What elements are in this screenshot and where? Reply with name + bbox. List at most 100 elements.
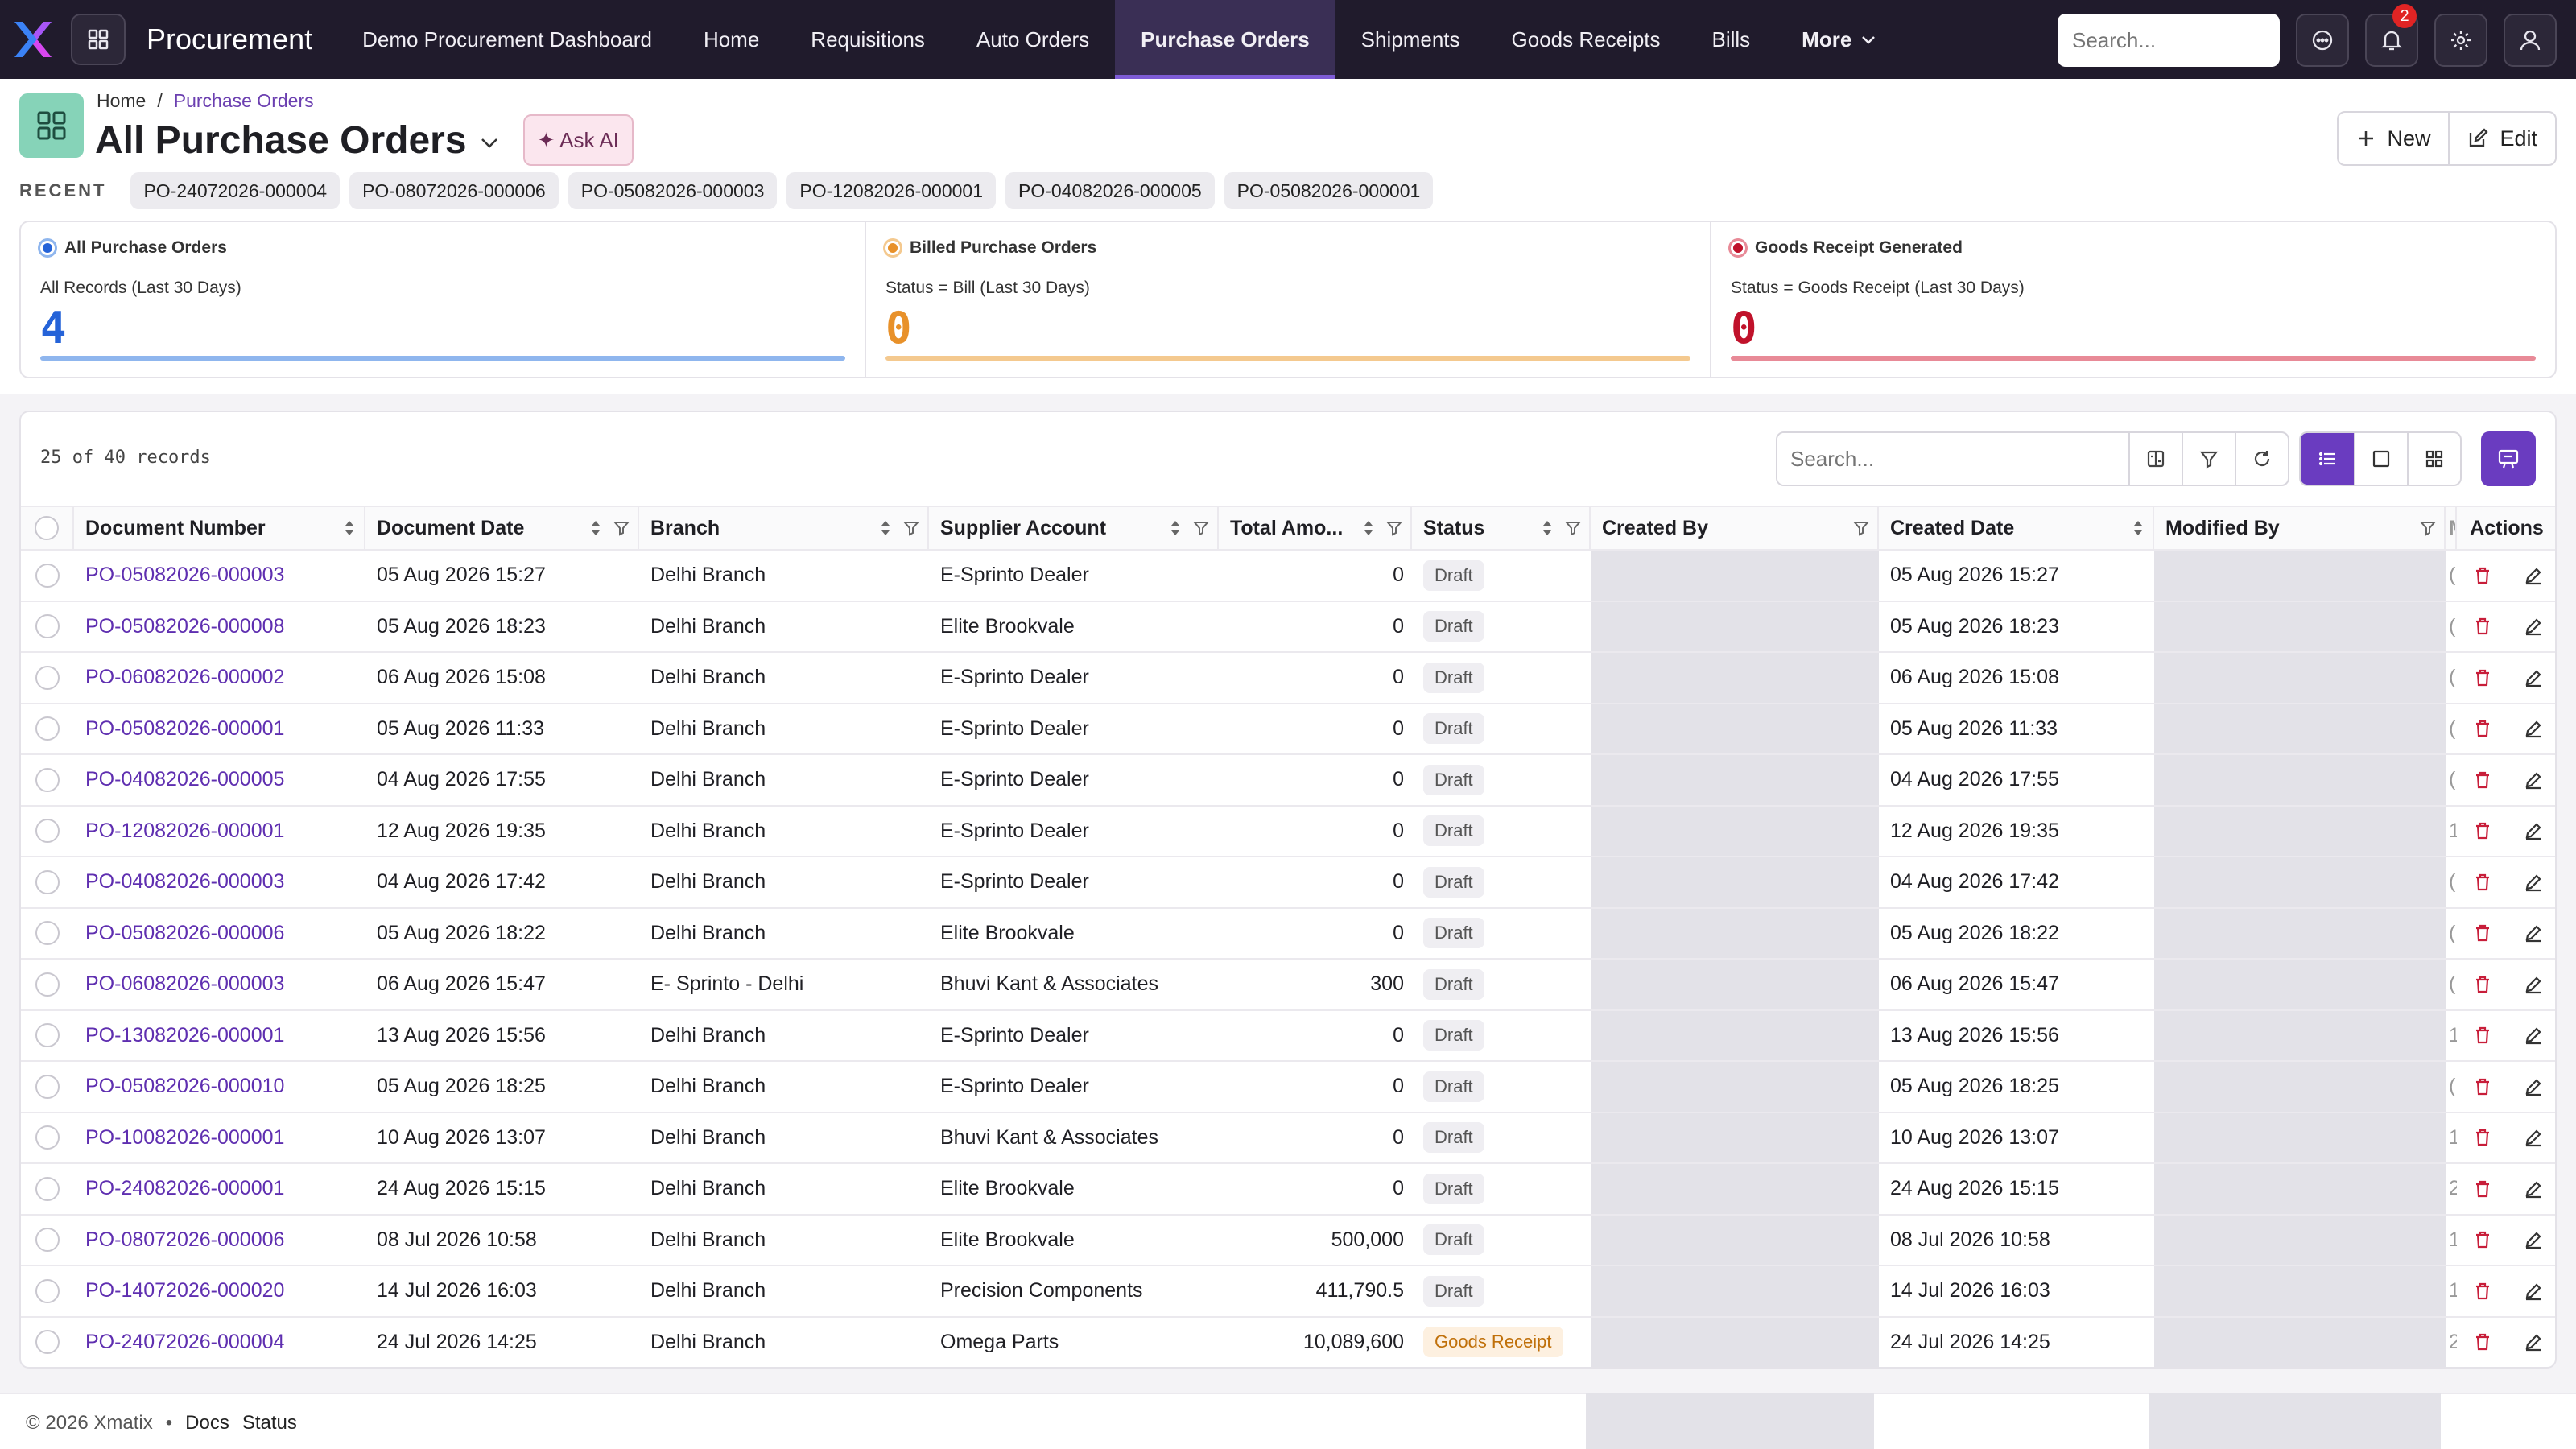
trash-icon[interactable] <box>2473 1332 2492 1352</box>
trash-icon[interactable] <box>2473 668 2492 687</box>
row-checkbox[interactable] <box>35 1176 60 1201</box>
pencil-icon[interactable] <box>2524 923 2543 943</box>
column-filter-icon[interactable] <box>613 520 630 536</box>
nav-item-home[interactable]: Home <box>703 27 760 52</box>
trash-icon[interactable] <box>2473 1077 2492 1096</box>
column-filter-icon[interactable] <box>903 520 919 536</box>
pencil-icon[interactable] <box>2524 1230 2543 1249</box>
sort-icon[interactable] <box>879 518 892 539</box>
document-number-link[interactable]: PO-10082026-000001 <box>85 1125 285 1149</box>
col-document-date-header[interactable]: Document Date <box>365 507 639 549</box>
trash-icon[interactable] <box>2473 566 2492 585</box>
document-number-link[interactable]: PO-04082026-000003 <box>85 870 285 894</box>
trash-icon[interactable] <box>2473 873 2492 892</box>
kpi-billed-purchase-orders[interactable]: Billed Purchase Orders Status = Bill (Las… <box>865 222 1710 377</box>
table-chat-button[interactable] <box>2481 431 2536 486</box>
col-m-header[interactable]: M <box>2446 507 2457 549</box>
sort-icon[interactable] <box>343 518 356 539</box>
col-total-amount-header[interactable]: Total Amo... <box>1219 507 1412 549</box>
document-number-link[interactable]: PO-06082026-000002 <box>85 666 285 689</box>
row-checkbox[interactable] <box>35 972 60 997</box>
col-branch-header[interactable]: Branch <box>639 507 929 549</box>
pencil-icon[interactable] <box>2524 719 2543 738</box>
row-checkbox[interactable] <box>35 1125 60 1150</box>
breadcrumb-current[interactable]: Purchase Orders <box>173 90 314 111</box>
user-menu-button[interactable] <box>2504 14 2557 67</box>
row-checkbox[interactable] <box>35 869 60 894</box>
ask-ai-button[interactable]: ✦ Ask AI <box>522 114 634 166</box>
pencil-icon[interactable] <box>2524 1282 2543 1301</box>
col-supplier-account-header[interactable]: Supplier Account <box>929 507 1219 549</box>
table-row[interactable]: PO-05082026-000006 05 Aug 2026 18:22 Delhi… <box>21 908 2555 960</box>
col-modified-by-header[interactable]: Modified By <box>2154 507 2446 549</box>
table-row[interactable]: PO-04082026-000003 04 Aug 2026 17:42 Delhi… <box>21 857 2555 909</box>
document-number-link[interactable]: PO-12082026-000001 <box>85 819 285 842</box>
card-view-button[interactable] <box>2354 433 2407 485</box>
row-checkbox[interactable] <box>35 716 60 741</box>
table-row[interactable]: PO-05082026-000008 05 Aug 2026 18:23 Delhi… <box>21 601 2555 653</box>
document-number-link[interactable]: PO-24082026-000001 <box>85 1177 285 1200</box>
recent-chip[interactable]: PO-12082026-000001 <box>786 172 997 209</box>
trash-icon[interactable] <box>2473 975 2492 994</box>
document-number-link[interactable]: PO-05082026-000003 <box>85 564 285 587</box>
filter-button[interactable] <box>2182 433 2235 485</box>
col-actions-header[interactable]: Actions <box>2457 507 2555 549</box>
pencil-icon[interactable] <box>2524 1179 2543 1199</box>
table-row[interactable]: PO-04082026-000005 04 Aug 2026 17:55 Delhi… <box>21 755 2555 807</box>
column-filter-icon[interactable] <box>2420 520 2436 536</box>
pencil-icon[interactable] <box>2524 770 2543 790</box>
list-view-button[interactable] <box>2301 433 2354 485</box>
select-all-checkbox[interactable] <box>35 516 59 540</box>
row-checkbox[interactable] <box>35 921 60 946</box>
trash-icon[interactable] <box>2473 821 2492 840</box>
nav-item-requisitions[interactable]: Requisitions <box>811 27 925 52</box>
recent-chip[interactable]: PO-05082026-000003 <box>568 172 778 209</box>
document-number-link[interactable]: PO-24072026-000004 <box>85 1330 285 1353</box>
row-checkbox[interactable] <box>35 1228 60 1253</box>
pencil-icon[interactable] <box>2524 1128 2543 1147</box>
trash-icon[interactable] <box>2473 1230 2492 1249</box>
refresh-button[interactable] <box>2235 433 2288 485</box>
pencil-icon[interactable] <box>2524 566 2543 585</box>
nav-more-menu[interactable]: More <box>1776 0 1903 79</box>
page-title[interactable]: All Purchase Orders <box>95 118 467 162</box>
trash-icon[interactable] <box>2473 770 2492 790</box>
table-row[interactable]: PO-12082026-000001 12 Aug 2026 19:35 Delhi… <box>21 806 2555 857</box>
new-button[interactable]: New <box>2339 113 2448 164</box>
document-number-link[interactable]: PO-05082026-000008 <box>85 614 285 638</box>
trash-icon[interactable] <box>2473 1282 2492 1301</box>
pencil-icon[interactable] <box>2524 873 2543 892</box>
column-filter-icon[interactable] <box>1386 520 1402 536</box>
sort-icon[interactable] <box>589 518 602 539</box>
settings-button[interactable] <box>2434 14 2487 67</box>
edit-button[interactable]: Edit <box>2448 113 2555 164</box>
view-selector-chevron-icon[interactable] <box>478 131 501 154</box>
column-filter-icon[interactable] <box>1565 520 1581 536</box>
recent-chip[interactable]: PO-05082026-000001 <box>1224 172 1434 209</box>
trash-icon[interactable] <box>2473 923 2492 943</box>
sort-icon[interactable] <box>1169 518 1182 539</box>
table-search-input[interactable] <box>1777 433 2128 485</box>
document-number-link[interactable]: PO-04082026-000005 <box>85 768 285 791</box>
footer-docs-link[interactable]: Docs <box>185 1412 229 1434</box>
trash-icon[interactable] <box>2473 719 2492 738</box>
trash-icon[interactable] <box>2473 1026 2492 1045</box>
table-row[interactable]: PO-08072026-000006 08 Jul 2026 10:58 Delhi… <box>21 1215 2555 1266</box>
footer-status-link[interactable]: Status <box>242 1412 297 1434</box>
pencil-icon[interactable] <box>2524 1026 2543 1045</box>
notifications-button[interactable]: 2 <box>2365 4 2418 67</box>
pencil-icon[interactable] <box>2524 821 2543 840</box>
pencil-icon[interactable] <box>2524 1332 2543 1352</box>
document-number-link[interactable]: PO-14072026-000020 <box>85 1279 285 1302</box>
column-filter-icon[interactable] <box>1193 520 1209 536</box>
col-created-date-header[interactable]: Created Date <box>1879 507 2154 549</box>
table-row[interactable]: PO-13082026-000001 13 Aug 2026 15:56 Delhi… <box>21 1010 2555 1062</box>
kpi-all-purchase-orders[interactable]: All Purchase Orders All Records (Last 30 … <box>21 222 865 377</box>
recent-chip[interactable]: PO-08072026-000006 <box>349 172 559 209</box>
nav-item-purchase-orders[interactable]: Purchase Orders <box>1115 0 1335 79</box>
table-row[interactable]: PO-10082026-000001 10 Aug 2026 13:07 Delhi… <box>21 1113 2555 1164</box>
sort-icon[interactable] <box>1362 518 1375 539</box>
row-checkbox[interactable] <box>35 767 60 792</box>
pencil-icon[interactable] <box>2524 617 2543 636</box>
sort-icon[interactable] <box>1541 518 1554 539</box>
